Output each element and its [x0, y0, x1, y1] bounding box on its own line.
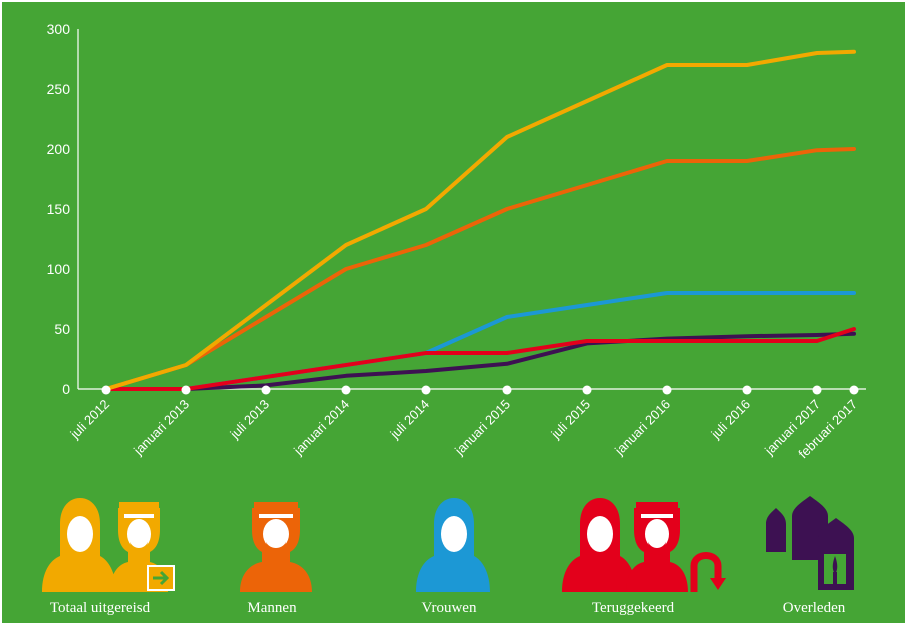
x-tick-label: juli 2013 — [227, 397, 273, 443]
x-axis-dot — [341, 385, 351, 395]
y-tick-label: 100 — [47, 261, 71, 277]
x-tick-label: januari 2013 — [130, 397, 192, 459]
graves-icon — [766, 496, 854, 590]
legend-item-teruggekeerd: Teruggekeerd — [558, 494, 734, 619]
x-axis-dot — [812, 385, 822, 395]
woman-man-returning-icon — [562, 498, 726, 592]
x-tick-label: juli 2015 — [548, 397, 594, 443]
legend-label: Vrouwen — [421, 600, 477, 616]
y-tick-label: 200 — [47, 141, 71, 157]
man-icon — [240, 502, 312, 592]
x-axis-dot — [742, 385, 752, 395]
legend-label: Mannen — [247, 600, 297, 616]
y-tick-label: 300 — [47, 21, 71, 37]
y-tick-label: 250 — [47, 81, 71, 97]
y-tick-label: 0 — [62, 381, 70, 397]
x-tick-label: juli 2012 — [67, 397, 113, 443]
legend-label: Totaal uitgereisd — [49, 600, 151, 616]
x-tick-label: juli 2014 — [387, 397, 433, 443]
x-axis-dot — [502, 385, 512, 395]
x-axis-dot — [421, 385, 431, 395]
series-line-teruggekeerd — [104, 327, 856, 391]
x-axis-dot — [101, 385, 111, 395]
series-line-overleden — [104, 331, 856, 391]
x-axis-dot — [261, 385, 271, 395]
y-tick-label: 50 — [54, 321, 70, 337]
chart-lines — [104, 49, 856, 391]
x-tick-label: januari 2014 — [290, 397, 352, 459]
legend-label: Teruggekeerd — [591, 600, 675, 616]
y-tick-label: 150 — [47, 201, 71, 217]
legend-item-overleden: Overleden — [762, 494, 872, 619]
series-line-totaal-uitgereisd — [104, 49, 856, 391]
series-line-mannen — [104, 147, 856, 391]
chart-x-labels: juli 2012 januari 2013 juli 2013 januari 20… — [67, 397, 861, 462]
line-chart: juli 2012 januari 2013 juli 2013 januari 20… — [47, 21, 866, 462]
chart-y-labels: 0 50 100 150 200 250 300 — [47, 21, 71, 397]
x-tick-label: januari 2015 — [451, 397, 513, 459]
x-tick-label: januari 2016 — [611, 397, 673, 459]
chart-axis-dots — [101, 385, 859, 395]
x-axis-dot — [662, 385, 672, 395]
x-axis-dot — [181, 385, 191, 395]
x-tick-label: juli 2016 — [708, 397, 754, 443]
legend-item-vrouwen: Vrouwen — [398, 494, 518, 619]
woman-icon — [416, 498, 490, 592]
x-axis-dot — [582, 385, 592, 395]
legend-item-totaal-uitgereisd: Totaal uitgereisd — [20, 494, 180, 619]
legend-label: Overleden — [782, 600, 846, 616]
x-axis-dot — [849, 385, 859, 395]
woman-man-departing-icon — [42, 498, 175, 592]
legend-item-mannen: Mannen — [220, 494, 340, 619]
